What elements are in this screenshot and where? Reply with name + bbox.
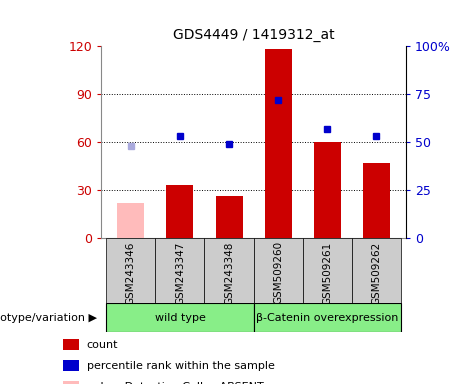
Text: GSM243348: GSM243348 xyxy=(224,242,234,305)
Text: GSM509261: GSM509261 xyxy=(322,242,332,305)
Text: percentile rank within the sample: percentile rank within the sample xyxy=(87,361,275,371)
Bar xyxy=(363,163,390,238)
Text: wild type: wild type xyxy=(154,313,206,323)
Bar xyxy=(265,49,292,238)
Text: count: count xyxy=(87,339,118,350)
Bar xyxy=(205,238,254,303)
Title: GDS4449 / 1419312_at: GDS4449 / 1419312_at xyxy=(173,28,334,42)
Bar xyxy=(106,303,254,332)
Text: GSM243346: GSM243346 xyxy=(126,242,136,305)
Text: GSM509262: GSM509262 xyxy=(371,242,381,305)
Text: value, Detection Call = ABSENT: value, Detection Call = ABSENT xyxy=(87,382,263,384)
Bar xyxy=(254,303,401,332)
Text: β-Catenin overexpression: β-Catenin overexpression xyxy=(256,313,398,323)
Text: GSM243347: GSM243347 xyxy=(175,242,185,305)
Bar xyxy=(63,360,79,371)
Bar xyxy=(63,339,79,350)
Bar xyxy=(313,142,341,238)
Bar xyxy=(155,238,205,303)
Bar xyxy=(254,238,302,303)
Text: GSM509260: GSM509260 xyxy=(273,242,283,305)
Bar xyxy=(166,185,194,238)
Bar xyxy=(63,381,79,384)
Text: genotype/variation ▶: genotype/variation ▶ xyxy=(0,313,97,323)
Bar xyxy=(106,238,155,303)
Bar xyxy=(302,238,352,303)
Bar xyxy=(118,203,144,238)
Bar xyxy=(352,238,401,303)
Bar xyxy=(216,197,242,238)
